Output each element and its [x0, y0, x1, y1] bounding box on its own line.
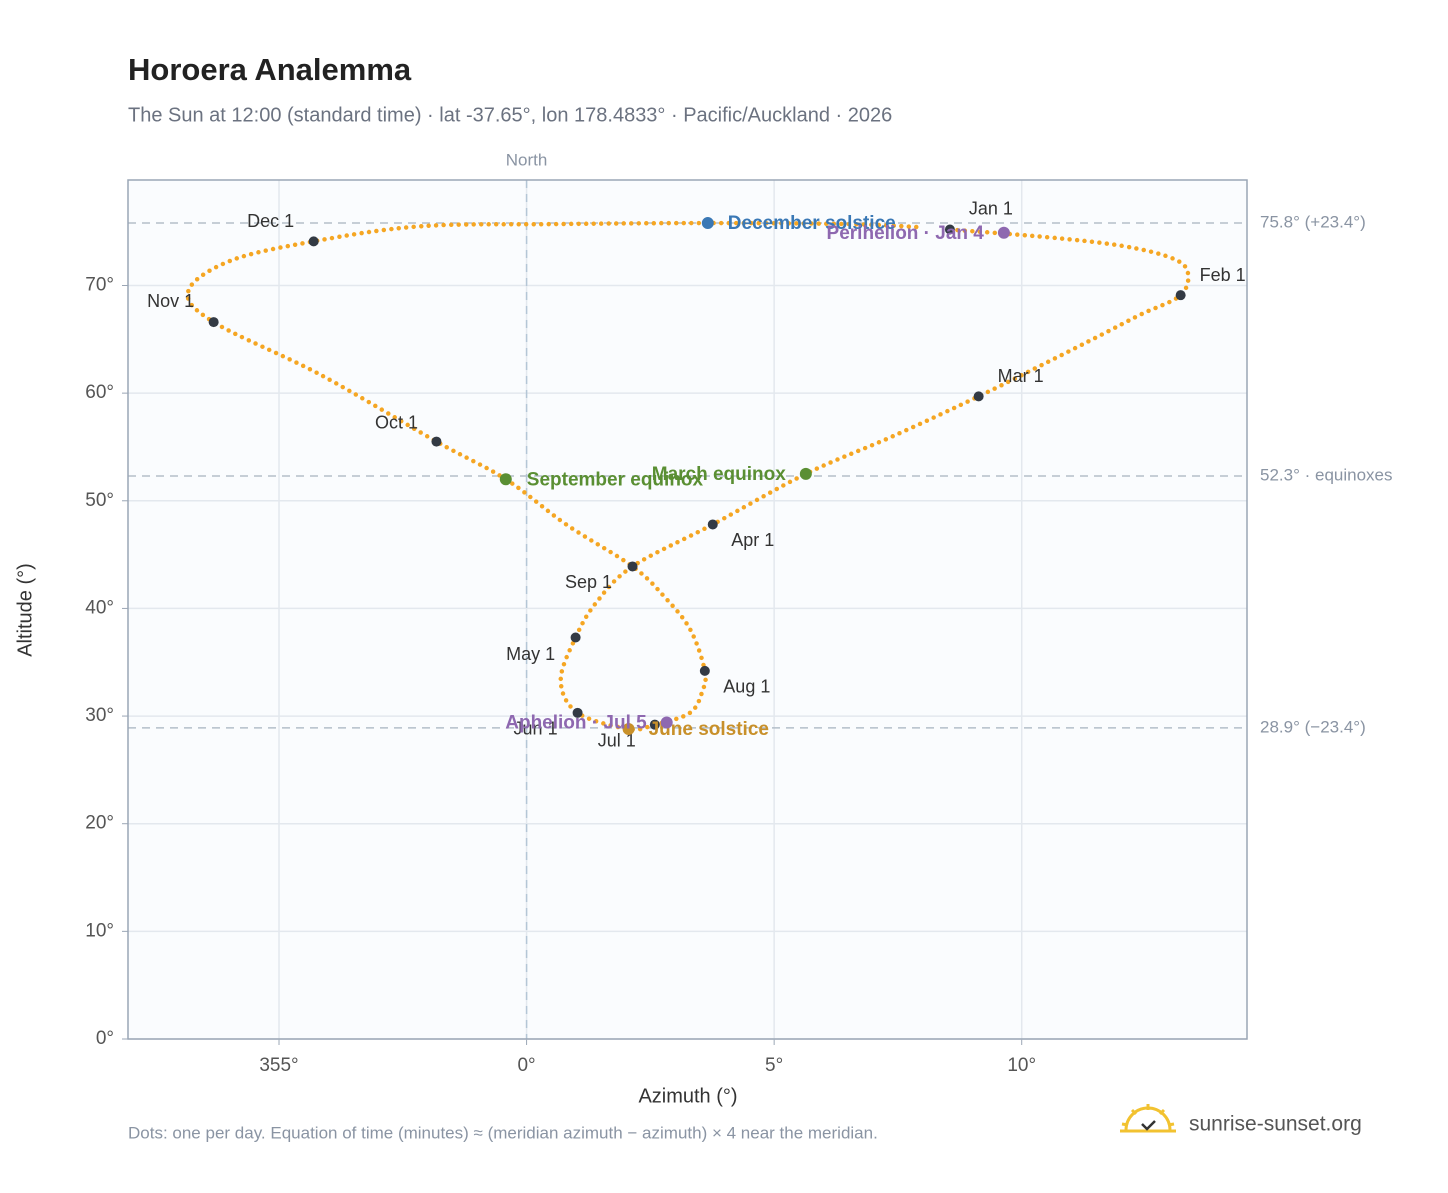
- y-tick-label: 0°: [96, 1028, 114, 1049]
- brand: sunrise-sunset.org: [1189, 1113, 1362, 1136]
- y-tick-label: 30°: [85, 705, 114, 726]
- event-label: June solstice: [649, 719, 769, 740]
- month-label: Jul 1: [598, 730, 636, 750]
- grid: 355° 0° 5° 10° 0° 10° 20° 30° 40° 50° 60° 70° 75.8° …: [85, 150, 1392, 1076]
- event-label: December solstice: [728, 213, 896, 234]
- x-tick-label: 5°: [765, 1055, 783, 1076]
- event-marker: [499, 473, 512, 486]
- month-marker: [973, 391, 984, 402]
- event-label: September equinox: [527, 469, 704, 490]
- month-label: May 1: [506, 644, 555, 664]
- month-label: Jan 1: [969, 198, 1013, 218]
- meridian-label: North: [506, 150, 548, 169]
- month-label: Apr 1: [731, 530, 774, 550]
- event-marker: [997, 226, 1010, 239]
- month-label: Mar 1: [998, 366, 1044, 386]
- month-marker: [627, 561, 638, 572]
- y-tick-label: 50°: [85, 490, 114, 511]
- month-label: Dec 1: [247, 211, 294, 231]
- month-marker: [707, 519, 718, 530]
- month-marker: [208, 317, 219, 328]
- event-label: Aphelion · Jul 5: [505, 713, 647, 734]
- plot-area: [128, 180, 1247, 1039]
- month-marker: [431, 436, 442, 447]
- y-tick-label: 70°: [85, 275, 114, 296]
- daily-dots: [185, 220, 1191, 732]
- event-label: Perihelion · Jan 4: [827, 223, 985, 244]
- event-marker: [622, 722, 635, 735]
- y-tick-label: 10°: [85, 920, 114, 941]
- plot-border: [127, 179, 1248, 1040]
- month-label: Nov 1: [147, 291, 194, 311]
- month-label: Aug 1: [723, 677, 770, 697]
- footnote: Dots: one per day. Equation of time (min…: [128, 1123, 878, 1142]
- event-label: March equinox: [652, 464, 787, 485]
- month-label: Jun 1: [514, 719, 558, 739]
- y-tick-label: 60°: [85, 382, 114, 403]
- event-marker: [799, 467, 812, 480]
- x-tick-label: 355°: [259, 1055, 298, 1076]
- month-marker: [572, 707, 583, 718]
- month-marker: [308, 236, 319, 247]
- month-marker: [649, 719, 660, 730]
- marks: Jan 1 Feb 1 Mar 1 Apr 1 May 1 Jun 1 Jul 1 Aug 1…: [147, 198, 1246, 750]
- y-tick-label: 40°: [85, 597, 114, 618]
- month-marker: [944, 224, 955, 235]
- month-marker: [1175, 290, 1186, 301]
- month-label: Sep 1: [565, 572, 612, 592]
- y-axis-label: Altitude (°): [14, 563, 36, 657]
- chart-title: Horoera Analemma: [128, 52, 412, 87]
- x-tick-label: 10°: [1007, 1055, 1036, 1076]
- x-tick-label: 0°: [517, 1055, 535, 1076]
- reference-label: 75.8° (+23.4°): [1260, 213, 1366, 232]
- brand-icon: [1120, 1104, 1176, 1133]
- x-axis-label: Azimuth (°): [638, 1085, 737, 1107]
- y-tick-label: 20°: [85, 813, 114, 834]
- event-marker: [660, 716, 673, 729]
- month-label: Oct 1: [375, 412, 418, 432]
- month-label: Feb 1: [1200, 265, 1246, 285]
- month-marker: [699, 665, 710, 676]
- reference-label: 52.3° · equinoxes: [1260, 466, 1393, 485]
- month-marker: [570, 632, 581, 643]
- event-marker: [701, 217, 714, 230]
- chart-subtitle: The Sun at 12:00 (standard time) · lat -…: [128, 104, 892, 126]
- reference-label: 28.9° (−23.4°): [1260, 717, 1366, 736]
